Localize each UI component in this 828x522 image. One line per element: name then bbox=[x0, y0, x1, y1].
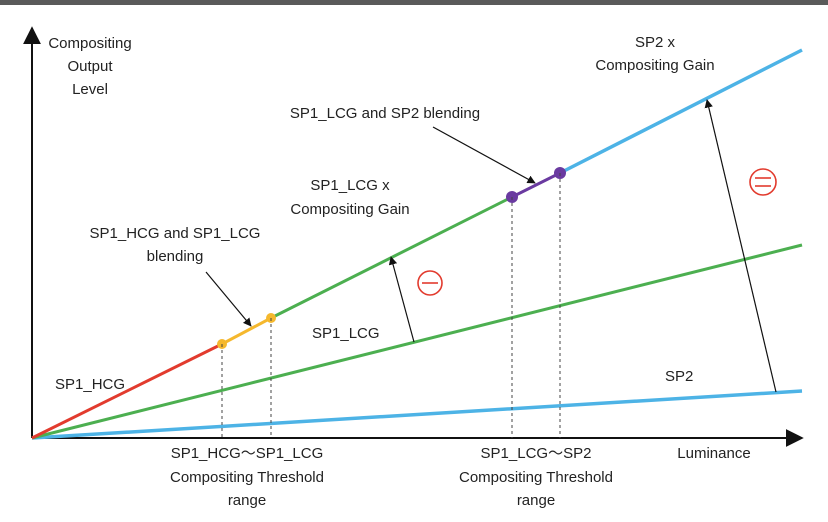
hcg-lcg-threshold-line3: range bbox=[228, 492, 266, 509]
hcg-lcg-blending-pointer bbox=[205, 271, 252, 327]
hcg-lcg-blending-label-line2: blending bbox=[147, 248, 204, 265]
lcg-sp2-threshold-line3: range bbox=[517, 492, 555, 509]
y-axis-label-line3: Level bbox=[72, 81, 108, 98]
sp2-gain-line bbox=[559, 48, 803, 175]
hcg-lcg-blending-segment bbox=[221, 316, 272, 346]
y-axis-label-line2: Output bbox=[67, 58, 113, 75]
sp2-gain-label-line1: SP2 x bbox=[635, 34, 676, 51]
sp1-hcg-label: SP1_HCG bbox=[55, 376, 125, 393]
hcg-lcg-blending-label-line1: SP1_HCG and SP1_LCG bbox=[90, 225, 261, 242]
lcg-sp2-blending-segment bbox=[511, 171, 561, 199]
hcg-lcg-threshold-line2: Compositing Threshold bbox=[170, 469, 324, 486]
minus-circle-icon bbox=[417, 270, 443, 296]
sp2-line bbox=[31, 389, 803, 440]
sp1-lcg-label: SP1_LCG bbox=[312, 325, 380, 342]
lcg-sp2-blending-pointer bbox=[432, 126, 536, 184]
sp1-lcg-gain-label-line1: SP1_LCG x bbox=[310, 177, 390, 194]
sp2-gain-arrow bbox=[704, 99, 777, 393]
sp1-lcg-line bbox=[31, 243, 803, 440]
minus-circle-icon bbox=[749, 168, 777, 196]
sp2-gain-label-line2: Compositing Gain bbox=[595, 57, 714, 74]
y-axis-label-line1: Compositing bbox=[48, 35, 131, 52]
lcg-gain-arrow bbox=[388, 256, 415, 343]
lcg-sp2-blending-label: SP1_LCG and SP2 blending bbox=[290, 105, 480, 122]
lcg-sp2-threshold-line2: Compositing Threshold bbox=[459, 469, 613, 486]
lcg-sp2-threshold-line1: SP1_LCG〜SP2 bbox=[481, 445, 592, 462]
hcg-lcg-threshold-line1: SP1_HCG〜SP1_LCG bbox=[171, 445, 324, 462]
sp1-hcg-line bbox=[31, 342, 223, 440]
top-border bbox=[0, 0, 828, 5]
sp1-lcg-gain-label-line2: Compositing Gain bbox=[290, 201, 409, 218]
x-axis-label: Luminance bbox=[677, 445, 750, 462]
sp2-label: SP2 bbox=[665, 368, 693, 385]
